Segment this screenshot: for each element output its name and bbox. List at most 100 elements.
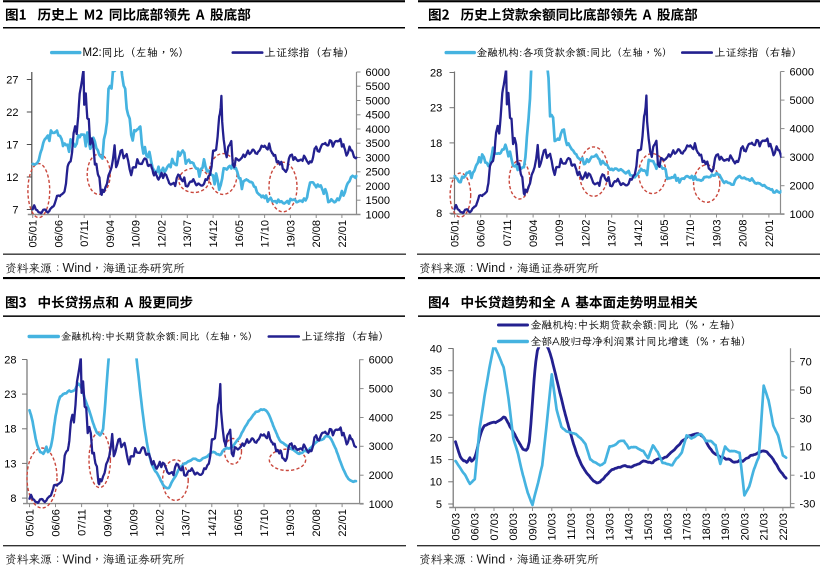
svg-text:06/06: 06/06: [53, 220, 65, 248]
svg-text:5500: 5500: [366, 81, 390, 93]
svg-text:12/02: 12/02: [580, 220, 592, 248]
svg-text:23: 23: [4, 389, 16, 401]
svg-text:06/06: 06/06: [476, 220, 488, 248]
svg-text:20/03: 20/03: [739, 513, 751, 541]
svg-text:70: 70: [800, 357, 812, 369]
svg-text:10/09: 10/09: [131, 220, 143, 248]
svg-text:16/05: 16/05: [233, 509, 245, 537]
svg-text:3000: 3000: [366, 152, 390, 164]
svg-text:1000: 1000: [366, 209, 390, 221]
svg-text:14/12: 14/12: [208, 220, 220, 248]
svg-text:18/03: 18/03: [701, 513, 713, 541]
svg-text:4500: 4500: [366, 110, 390, 122]
svg-text:14/03: 14/03: [624, 513, 636, 541]
svg-text:08/03: 08/03: [508, 513, 520, 541]
svg-text:25: 25: [430, 410, 442, 422]
svg-text:16/03: 16/03: [662, 513, 674, 541]
svg-text:22: 22: [6, 107, 18, 119]
svg-text:-10: -10: [800, 470, 816, 482]
svg-text:16/05: 16/05: [659, 220, 671, 248]
svg-text:18: 18: [4, 424, 16, 436]
svg-text:30: 30: [800, 413, 812, 425]
svg-text:12/03: 12/03: [585, 513, 597, 541]
svg-text:Wind: Wind: [63, 552, 92, 566]
svg-text:2000: 2000: [366, 181, 390, 193]
svg-text:10/09: 10/09: [129, 509, 141, 537]
svg-text:8: 8: [436, 208, 442, 220]
svg-text:3500: 3500: [366, 138, 390, 150]
svg-text:6000: 6000: [366, 67, 390, 79]
svg-text:11/03: 11/03: [566, 513, 578, 540]
svg-text:3000: 3000: [790, 152, 814, 164]
svg-text:3000: 3000: [369, 441, 393, 453]
svg-text:7: 7: [12, 204, 18, 216]
svg-text:50: 50: [800, 385, 812, 397]
svg-text:19/03: 19/03: [711, 220, 723, 248]
svg-text:6000: 6000: [369, 355, 393, 367]
svg-text:5000: 5000: [369, 384, 393, 396]
svg-text:17: 17: [6, 139, 18, 151]
svg-text:12: 12: [6, 172, 18, 184]
svg-text:1500: 1500: [366, 195, 390, 207]
svg-text:23: 23: [430, 103, 442, 115]
svg-text:19/03: 19/03: [720, 513, 732, 541]
svg-text:14/12: 14/12: [633, 220, 645, 248]
svg-text:19/03: 19/03: [285, 220, 297, 248]
svg-text:5000: 5000: [790, 95, 814, 107]
svg-text:17/10: 17/10: [259, 509, 271, 537]
svg-text:22/01: 22/01: [337, 509, 349, 537]
svg-text:28: 28: [430, 67, 442, 79]
svg-text:21/03: 21/03: [759, 513, 771, 541]
svg-text:05/01: 05/01: [24, 509, 36, 537]
svg-text:M2:: M2:: [83, 47, 102, 59]
svg-text:35: 35: [430, 366, 442, 378]
svg-text:Wind: Wind: [477, 261, 506, 275]
svg-text:30: 30: [430, 388, 442, 400]
svg-text:07/11: 07/11: [502, 220, 514, 247]
svg-text:40: 40: [430, 343, 442, 355]
svg-text:07/03: 07/03: [489, 513, 501, 541]
svg-text:-30: -30: [800, 499, 816, 511]
svg-text:8: 8: [10, 493, 16, 505]
svg-text:13: 13: [430, 173, 442, 185]
svg-text:27: 27: [6, 74, 18, 86]
svg-text:20/08: 20/08: [311, 509, 323, 537]
svg-text:15: 15: [430, 455, 442, 467]
svg-text:2000: 2000: [369, 470, 393, 482]
svg-text:20/08: 20/08: [738, 220, 750, 248]
svg-text:19/03: 19/03: [285, 509, 297, 537]
svg-text:09/04: 09/04: [528, 220, 540, 248]
svg-text:17/10: 17/10: [685, 220, 697, 248]
svg-text:1000: 1000: [369, 499, 393, 511]
svg-text:5: 5: [436, 499, 442, 511]
svg-text:15/03: 15/03: [643, 513, 655, 541]
svg-text:09/04: 09/04: [103, 509, 115, 537]
svg-text:4000: 4000: [366, 124, 390, 136]
svg-text:13/07: 13/07: [607, 220, 619, 248]
svg-text:16/05: 16/05: [234, 220, 246, 248]
svg-text:13/07: 13/07: [181, 509, 193, 537]
svg-text:Wind: Wind: [63, 261, 92, 275]
svg-text:6000: 6000: [790, 66, 814, 78]
svg-text:05/03: 05/03: [450, 513, 462, 541]
svg-text:13/07: 13/07: [182, 220, 194, 248]
svg-text:22/01: 22/01: [337, 220, 349, 248]
svg-text:28: 28: [4, 354, 16, 366]
svg-text:22/03: 22/03: [778, 513, 790, 541]
svg-text:20: 20: [430, 432, 442, 444]
svg-text:5000: 5000: [366, 95, 390, 107]
svg-text:10: 10: [800, 442, 812, 454]
svg-text:12/02: 12/02: [157, 220, 169, 248]
svg-text:4000: 4000: [369, 412, 393, 424]
svg-text:10/09: 10/09: [554, 220, 566, 248]
svg-text:Wind: Wind: [477, 552, 506, 566]
svg-text:05/01: 05/01: [28, 220, 40, 248]
svg-text:1000: 1000: [790, 209, 814, 221]
svg-text:20/08: 20/08: [311, 220, 323, 248]
svg-text:17/03: 17/03: [682, 513, 694, 541]
svg-text:18: 18: [430, 138, 442, 150]
svg-text:07/11: 07/11: [79, 220, 91, 247]
svg-text:2500: 2500: [366, 167, 390, 179]
svg-text:06/06: 06/06: [50, 509, 62, 537]
svg-text:4000: 4000: [790, 124, 814, 136]
